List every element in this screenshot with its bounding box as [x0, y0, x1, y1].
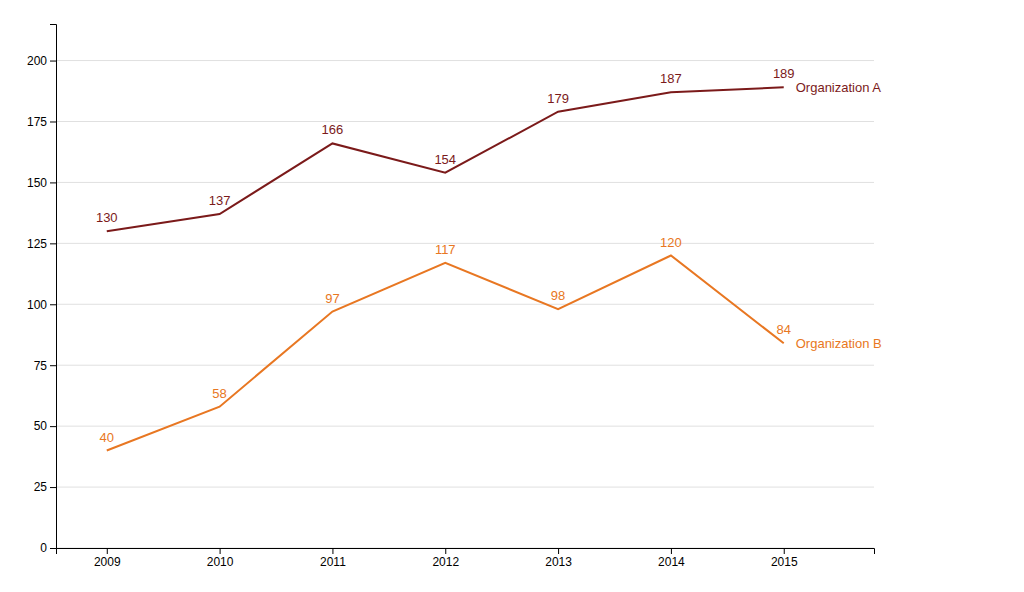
- series-line: [107, 87, 784, 231]
- data-label: 98: [551, 288, 565, 303]
- x-tick: 2012: [432, 548, 459, 569]
- data-label: 179: [547, 91, 569, 106]
- x-tick-label: 2012: [432, 555, 459, 569]
- lines: [107, 87, 784, 450]
- x-tick-mark: [220, 548, 221, 554]
- grid-line: [56, 487, 874, 488]
- x-tick-mark: [558, 548, 559, 554]
- y-tick: 100: [27, 298, 56, 312]
- x-tick-label: 2011: [320, 555, 346, 569]
- x-tick-label: 2009: [94, 555, 121, 569]
- y-tick-mark: [50, 243, 56, 244]
- x-tick-mark: [671, 548, 672, 554]
- data-label: 120: [660, 235, 682, 250]
- x-tick: 2014: [658, 548, 685, 569]
- data-label: 166: [322, 122, 344, 137]
- y-tick: 125: [27, 237, 56, 251]
- grid-line: [56, 60, 874, 61]
- x-tick: 2011: [320, 548, 346, 569]
- plot: 2009 2010 2011 2012 2013 2014 2015 0 25 50 75 100 12…: [27, 25, 882, 569]
- data-label: 117: [435, 242, 456, 257]
- x-tick: 2010: [207, 548, 234, 569]
- y-tick-mark: [50, 121, 56, 122]
- y-tick-mark: [50, 426, 56, 427]
- data-label: 137: [209, 193, 231, 208]
- grid-line: [56, 304, 874, 305]
- grid-line: [56, 182, 874, 183]
- grid-line: [56, 243, 874, 244]
- data-label: 97: [325, 291, 339, 306]
- x-tick-label: 2013: [545, 555, 572, 569]
- data-label: 187: [660, 71, 682, 86]
- y-tick-label: 100: [27, 298, 47, 312]
- series-line: [107, 256, 784, 451]
- y-tick-label: 125: [27, 237, 47, 251]
- grid: [56, 61, 874, 548]
- y-tick-label: 175: [27, 115, 47, 129]
- x-tick-label: 2010: [207, 555, 234, 569]
- y-tick-mark: [50, 548, 56, 549]
- y-tick-mark: [50, 487, 56, 488]
- y-tick: 75: [34, 359, 56, 373]
- y-tick: 200: [27, 54, 56, 68]
- grid-line: [56, 121, 874, 122]
- y-tick-label: 200: [27, 54, 47, 68]
- x-tick-mark: [107, 548, 108, 554]
- x-axis-line: [57, 549, 875, 555]
- x-tick-mark: [332, 548, 333, 554]
- y-tick-mark: [50, 365, 56, 366]
- x-tick-mark: [445, 548, 446, 554]
- y-tick-mark: [50, 61, 56, 62]
- y-tick-label: 25: [34, 480, 48, 494]
- series-label: Organization B: [796, 336, 882, 351]
- y-tick: 0: [40, 541, 56, 555]
- y-tick-label: 150: [27, 176, 47, 190]
- y-tick-label: 75: [34, 359, 48, 373]
- x-tick: 2015: [771, 548, 798, 569]
- data-label: 154: [434, 152, 456, 167]
- x-tick: 2009: [94, 548, 121, 569]
- y-tick: 50: [34, 419, 56, 433]
- x-tick-mark: [784, 548, 785, 554]
- y-axis: 0 25 50 75 100 125 150 175 200: [27, 25, 57, 556]
- series-label: Organization A: [796, 80, 882, 95]
- x-tick-label: 2014: [658, 555, 685, 569]
- x-tick: 2013: [545, 548, 572, 569]
- labels: 130 137 166 154 179 187 189 40 58 97 117 98 120 84 Org…: [96, 66, 882, 444]
- data-label: 84: [777, 322, 791, 337]
- data-label: 40: [100, 430, 114, 445]
- data-label: 58: [212, 386, 226, 401]
- data-label: 189: [773, 66, 795, 81]
- y-tick: 25: [34, 480, 56, 494]
- y-tick-mark: [50, 304, 56, 305]
- y-axis-line: [50, 25, 57, 549]
- x-axis: 2009 2010 2011 2012 2013 2014 2015: [57, 548, 875, 569]
- y-tick: 150: [27, 176, 56, 190]
- y-tick-mark: [50, 182, 56, 183]
- grid-line: [56, 426, 874, 427]
- y-tick: 175: [27, 115, 56, 129]
- x-tick-label: 2015: [771, 555, 798, 569]
- grid-line: [56, 365, 874, 366]
- y-tick-label: 50: [34, 419, 48, 433]
- chart: 2009 2010 2011 2012 2013 2014 2015 0 25 50 75 100 12…: [0, 0, 1024, 592]
- data-label: 130: [96, 210, 118, 225]
- y-tick-label: 0: [40, 541, 47, 555]
